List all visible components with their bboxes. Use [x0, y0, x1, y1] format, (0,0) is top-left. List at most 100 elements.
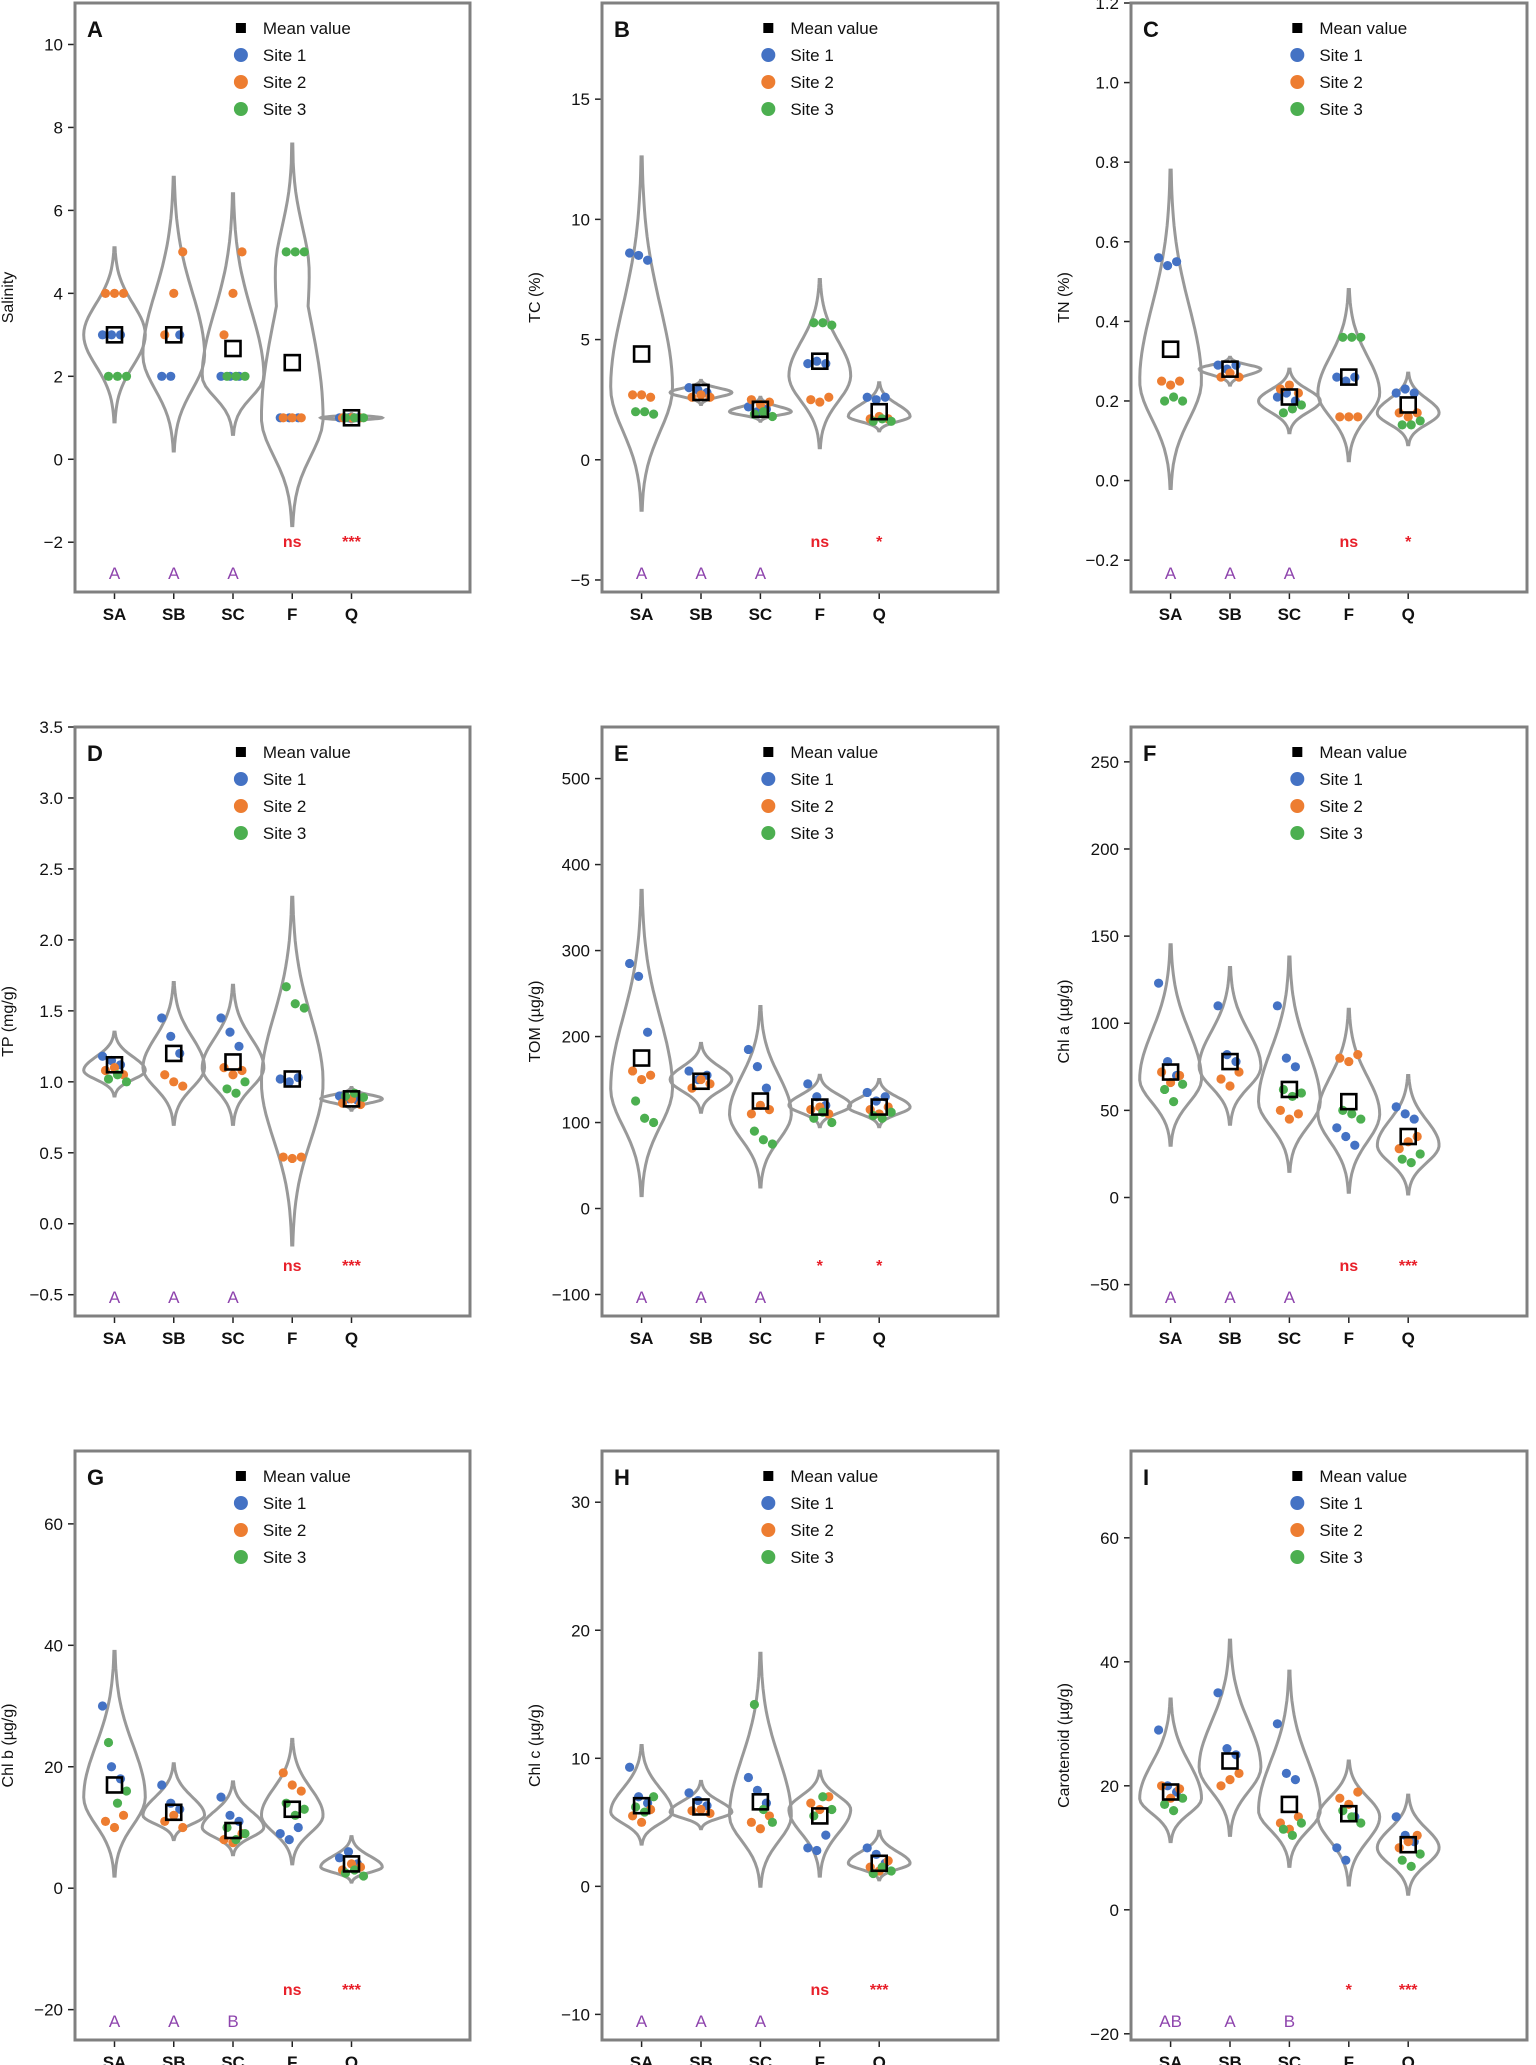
site3-point [340, 413, 351, 423]
site3-point [1178, 396, 1188, 406]
site3-point [1397, 1855, 1407, 1865]
site3-point [649, 409, 659, 419]
y-tick-label: 0 [1110, 1189, 1119, 1208]
group-letter: A [109, 1288, 121, 1307]
mean-marker [1161, 1063, 1180, 1081]
x-tick-label: F [815, 605, 825, 624]
legend-site-swatch [233, 799, 248, 813]
x-tick-label: SB [689, 2053, 713, 2065]
legend-site-swatch [1290, 48, 1305, 62]
group-letter: A [168, 2012, 180, 2031]
site1-point [175, 330, 185, 340]
y-tick-label: 0.8 [1095, 153, 1119, 172]
mean-marker [1399, 1835, 1417, 1854]
site1-point [743, 402, 754, 412]
site2-point [278, 1768, 288, 1778]
violin-SB [1197, 355, 1263, 387]
site2-point [806, 1798, 816, 1808]
site3-point [758, 407, 769, 417]
mean-marker [751, 1092, 770, 1110]
x-tick-label: F [1344, 605, 1354, 624]
y-tick-label: 40 [1100, 1653, 1119, 1672]
site2-point [296, 413, 306, 423]
y-tick-label: 500 [562, 770, 590, 789]
site3-point [112, 1798, 123, 1808]
y-tick-label: 150 [1091, 927, 1119, 946]
x-tick-label: SC [1278, 2053, 1302, 2065]
site3-point [877, 1862, 887, 1872]
legend-site-label: Site 2 [263, 1521, 306, 1540]
site2-point [637, 390, 647, 400]
x-tick-label: F [815, 2053, 825, 2065]
site2-point [100, 288, 111, 298]
y-tick-label: −10 [561, 2005, 590, 2024]
site3-point [749, 1699, 760, 1710]
legend-site-swatch [761, 1496, 776, 1510]
violin-SB [668, 378, 734, 406]
significance-label: * [817, 1258, 824, 1275]
site2-point [1353, 412, 1363, 422]
site1-point [216, 1013, 226, 1023]
site1-point [1350, 1140, 1360, 1150]
y-tick-label: −50 [1090, 1276, 1119, 1295]
legend-mean-swatch [763, 23, 774, 33]
site1-point [175, 1048, 185, 1059]
site1-point [821, 359, 831, 369]
site2-point [160, 1070, 170, 1080]
site3-point [649, 1117, 659, 1128]
site3-point [1415, 416, 1425, 426]
y-tick-label: 8 [54, 118, 63, 137]
x-tick-label: SC [221, 2053, 245, 2065]
mean-marker [224, 339, 242, 358]
x-tick-label: F [1344, 1329, 1354, 1348]
site1-point [821, 1830, 831, 1840]
violin-SB [141, 981, 207, 1126]
site3-point [631, 1802, 641, 1812]
plot-frame [600, 1449, 1000, 2042]
legend-site-label: Site 2 [1319, 1521, 1362, 1540]
violin-SC [200, 1780, 266, 1857]
site1-point [115, 1774, 126, 1784]
x-tick-label: SC [749, 2053, 773, 2065]
significance-label: * [876, 1258, 883, 1275]
significance-label: *** [870, 1982, 889, 1999]
legend-mean-label: Mean value [263, 743, 351, 762]
legend-site-label: Site 1 [790, 46, 833, 65]
site3-point [827, 1117, 837, 1128]
site3-point [103, 371, 114, 381]
site2-point [1225, 1081, 1235, 1091]
panel-G: −20 0 20 40 60 Chl b (µg/g) SA SB SC F Q A A Bns *** G M… [0, 1449, 472, 2065]
x-tick-label: SA [630, 605, 654, 624]
y-tick-label: 0.4 [1095, 312, 1119, 331]
significance-label: ns [810, 1982, 829, 1999]
y-tick-label: 20 [571, 1621, 590, 1640]
mean-marker [1161, 340, 1180, 359]
site1-point [684, 383, 694, 393]
site2-point [109, 1822, 120, 1833]
legend-site-label: Site 2 [790, 1521, 833, 1540]
mean-marker [105, 1776, 124, 1794]
significance-label: *** [342, 1982, 361, 1999]
site3-point [281, 1798, 291, 1808]
site2-point [109, 288, 120, 298]
violin-SC [1256, 955, 1322, 1173]
x-tick-label: SB [162, 1329, 186, 1348]
y-tick-label: 10 [44, 35, 63, 54]
site1-point [743, 1044, 754, 1055]
violin-Q [846, 1829, 912, 1882]
site2-point [806, 1105, 816, 1115]
mean-marker [1340, 1092, 1358, 1111]
legend-site-label: Site 1 [1319, 1494, 1362, 1513]
mean-marker [1280, 1795, 1299, 1814]
site2-point [1284, 1114, 1294, 1124]
mean-marker [632, 1049, 651, 1067]
site1-point [1154, 253, 1164, 263]
group-letter: A [1284, 564, 1296, 583]
group-letter: A [695, 1288, 707, 1307]
site2-point [1412, 1830, 1422, 1840]
panel-label: F [1143, 741, 1156, 766]
site1-point [106, 1762, 117, 1772]
significance-label: *** [342, 534, 361, 551]
legend-site-label: Site 1 [263, 46, 306, 65]
